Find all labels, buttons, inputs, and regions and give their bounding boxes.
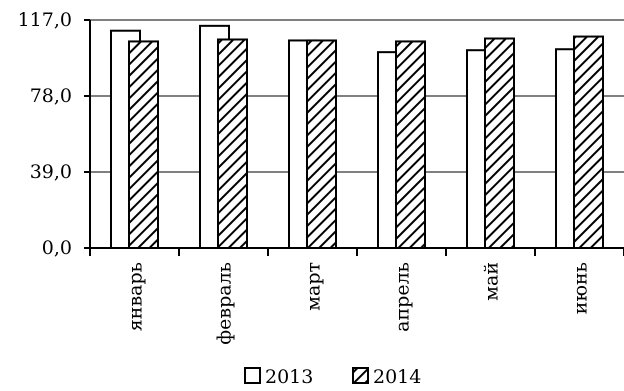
legend-label: 2013 [265,366,313,388]
gridlines [90,19,624,173]
bar-2014-1 [217,38,248,249]
x-category-label: апрель [392,262,414,332]
bar-2014-3 [395,40,426,249]
legend-swatch-2014 [352,367,369,384]
x-category-label: февраль [214,262,236,345]
axes [84,19,624,256]
x-category-label: март [303,262,325,311]
legend-label: 2014 [373,366,421,388]
x-category-labels: январь февраль март апрель май июнь [125,262,592,345]
bar-2014-4 [484,37,515,250]
y-tick-label: 117,0 [18,9,72,31]
y-tick-labels: 0,0 39,0 78,0 117,0 [18,9,72,259]
bar-2014-0 [128,40,159,249]
bar-2014-2 [306,39,337,250]
x-category-label: июнь [570,262,592,314]
y-tick-label: 0,0 [42,237,72,259]
y-tick-label: 39,0 [30,161,72,183]
x-category-label: май [481,262,503,301]
y-tick-label: 78,0 [30,85,72,107]
bar-2014-5 [573,35,604,249]
x-category-label: январь [125,262,147,331]
bars [110,24,604,250]
legend-swatch-2013 [244,367,261,384]
legend: 2013 2014 [244,366,421,388]
